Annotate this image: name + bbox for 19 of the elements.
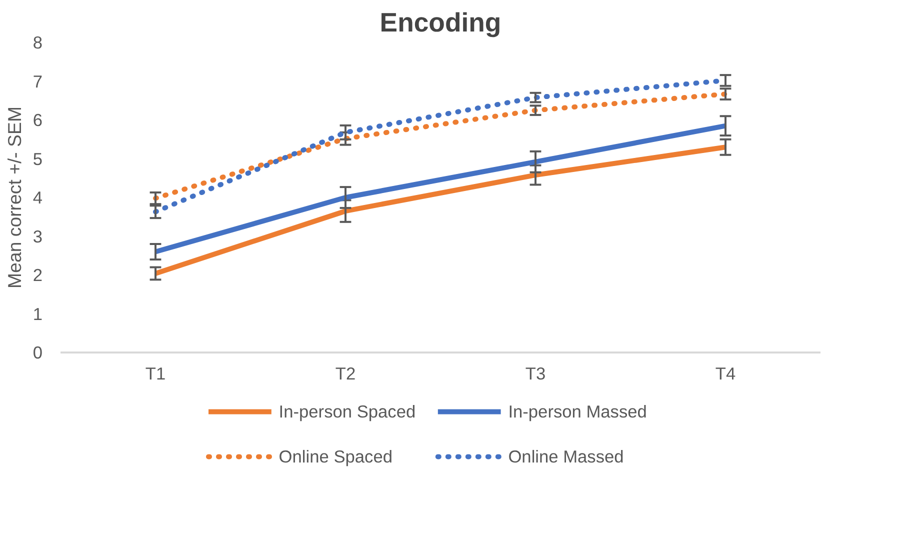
y-tick-label: 0 <box>32 342 43 362</box>
y-tick-label: 2 <box>32 265 43 285</box>
y-tick-label: 1 <box>32 304 43 324</box>
x-tick-label: T2 <box>335 364 356 384</box>
y-tick-label: 3 <box>32 226 43 246</box>
y-tick-label: 8 <box>32 32 43 52</box>
y-tick-label: 7 <box>32 71 43 92</box>
y-tick-label: 6 <box>32 110 43 130</box>
y-tick-label: 5 <box>32 148 43 169</box>
x-tick-label: T3 <box>525 364 546 384</box>
y-tick-label: 4 <box>32 188 43 208</box>
legend-label: Online Massed <box>508 446 624 467</box>
y-axis-title: Mean correct +/- SEM <box>4 106 25 288</box>
x-tick-label: T1 <box>145 364 166 384</box>
chart-title: Encoding <box>380 8 502 38</box>
legend-label: Online Spaced <box>278 446 392 467</box>
x-tick-label: T4 <box>715 364 736 384</box>
legend-label: In-person Massed <box>508 402 647 422</box>
legend-label: In-person Spaced <box>278 402 416 422</box>
